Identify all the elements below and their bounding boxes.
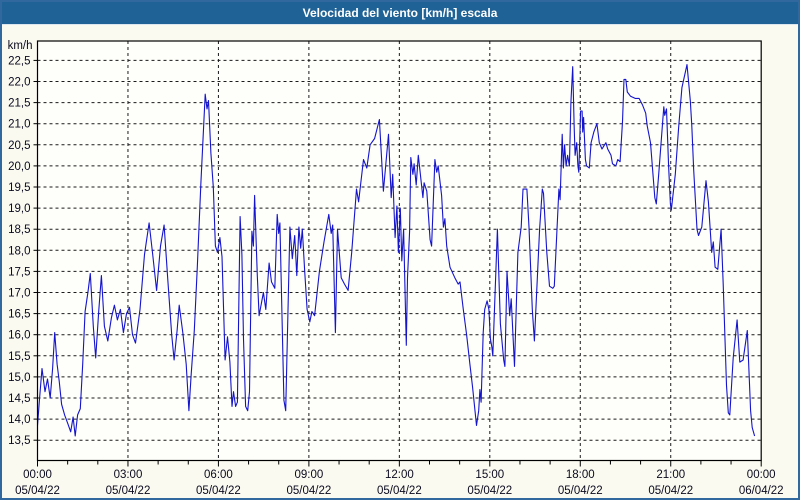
x-axis-time-label: 18:00 (566, 469, 595, 481)
x-axis-time-label: 15:00 (475, 469, 504, 481)
x-axis-date-label: 05/04/22 (106, 485, 151, 497)
y-axis-tick-label: 15,5 (8, 351, 30, 363)
x-axis-time-label: 06:00 (204, 469, 233, 481)
x-axis-date-label: 06/04/22 (739, 485, 784, 497)
x-axis-date-label: 05/04/22 (377, 485, 422, 497)
y-axis-tick-label: 17,0 (8, 288, 30, 300)
x-axis-time-label: 00:00 (23, 469, 52, 481)
x-axis-date-label: 05/04/22 (196, 485, 241, 497)
title-bar: Velocidad del viento [km/h] escala (2, 2, 798, 25)
y-axis-unit-label: km/h (8, 40, 33, 52)
x-axis-date-label: 05/04/22 (287, 485, 332, 497)
y-axis-tick-label: 16,0 (8, 330, 30, 342)
y-axis-tick-label: 22,5 (8, 55, 30, 67)
x-axis-date-label: 05/04/22 (558, 485, 603, 497)
y-axis-tick-label: 14,0 (8, 414, 30, 426)
y-axis-tick-label: 14,5 (8, 393, 30, 405)
y-axis-tick-label: 20,0 (8, 161, 30, 173)
y-axis-tick-label: 19,0 (8, 203, 30, 215)
y-axis-tick-label: 16,5 (8, 309, 30, 321)
y-axis-tick-label: 20,5 (8, 140, 30, 152)
x-axis-date-label: 05/04/22 (467, 485, 512, 497)
y-axis-tick-label: 19,5 (8, 182, 30, 194)
x-axis-time-label: 00:00 (747, 469, 776, 481)
y-axis-tick-label: 13,5 (8, 435, 30, 447)
wind-speed-line (36, 64, 756, 437)
y-axis-tick-label: 18,5 (8, 224, 30, 236)
x-axis-time-label: 03:00 (114, 469, 143, 481)
plot-border (36, 40, 762, 462)
y-axis-tick-label: 21,5 (8, 98, 30, 110)
y-axis-tick-label: 15,0 (8, 372, 30, 384)
x-axis-date-label: 05/04/22 (15, 485, 60, 497)
x-axis-time-label: 21:00 (656, 469, 685, 481)
x-axis-time-label: 12:00 (385, 469, 414, 481)
x-axis-time-label: 09:00 (294, 469, 323, 481)
x-axis-date-label: 05/04/22 (648, 485, 693, 497)
y-axis-tick-label: 21,0 (8, 119, 30, 131)
y-axis-tick-label: 22,0 (8, 77, 30, 89)
y-axis-tick-label: 18,0 (8, 245, 30, 257)
chart-title: Velocidad del viento [km/h] escala (302, 6, 498, 20)
wind-speed-chart: 22,5 22,0 21,5 21,0 20,5 20,0 19,5 19,0 18,5 18,0… (8, 40, 784, 497)
y-axis-tick-label: 17,5 (8, 266, 30, 278)
